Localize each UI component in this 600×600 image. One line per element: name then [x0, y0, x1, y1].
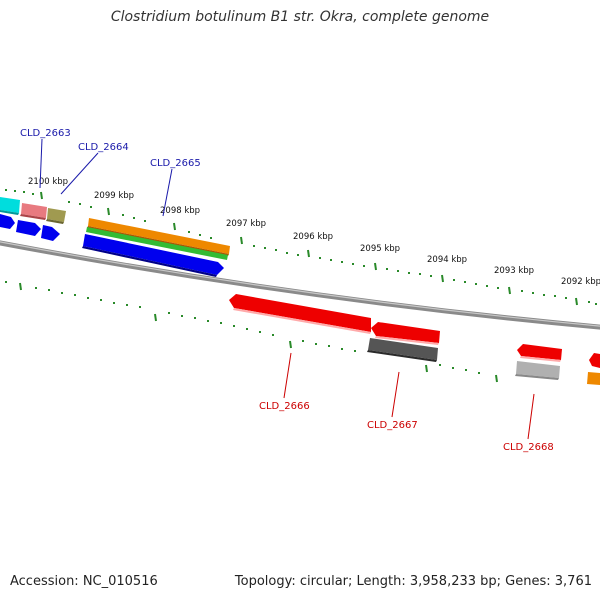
leader-line-cld-2664 [60, 152, 99, 195]
feature-red-long[interactable] [229, 294, 371, 332]
tick-label-2097: 2097 kbp [226, 219, 266, 229]
feature-blue-long[interactable] [83, 234, 224, 275]
feature-red-mid[interactable] [371, 322, 440, 343]
gene-label-cld-2667[interactable]: CLD_2667 [367, 420, 418, 431]
leader-line-cld-2668 [527, 393, 535, 440]
feature-red-edge[interactable] [589, 353, 600, 368]
gene-label-cld-2668[interactable]: CLD_2668 [503, 442, 554, 453]
feature-light-gray[interactable] [516, 361, 560, 378]
genome-summary: Topology: circular; Length: 3,958,233 bp… [234, 574, 592, 589]
leader-line-cld-2663 [39, 138, 43, 189]
forward-features [0, 197, 230, 277]
feature-orange-long[interactable] [88, 218, 230, 254]
feature-blue-small-2[interactable] [16, 220, 41, 236]
leader-line-cld-2665 [162, 168, 173, 217]
accession-info: Accession: NC_010516 [10, 574, 158, 589]
reverse-features [229, 294, 600, 385]
feature-blue-small-3[interactable] [41, 225, 60, 241]
feature-cyan[interactable] [0, 197, 20, 213]
tick-label-2095: 2095 kbp [360, 244, 400, 254]
feature-blue-small-1[interactable] [0, 214, 15, 229]
feature-red-small[interactable] [517, 344, 562, 360]
tick-label-2098: 2098 kbp [160, 206, 200, 216]
feature-orange-edge[interactable] [587, 372, 600, 385]
tick-label-2099: 2099 kbp [94, 191, 134, 201]
tick-label-2100: 2100 kbp [28, 177, 68, 187]
feature-dark-gray[interactable] [368, 338, 438, 360]
leader-line-cld-2667 [391, 371, 400, 418]
map-title: Clostridium botulinum B1 str. Okra, comp… [110, 9, 490, 25]
gene-label-cld-2665[interactable]: CLD_2665 [150, 158, 201, 169]
leader-line-cld-2666 [283, 352, 292, 399]
gene-label-cld-2663[interactable]: CLD_2663 [20, 128, 71, 139]
tick-label-2094: 2094 kbp [427, 255, 467, 265]
feature-khaki[interactable] [47, 208, 66, 222]
gene-label-cld-2666[interactable]: CLD_2666 [259, 401, 310, 412]
feature-green-long[interactable] [86, 227, 228, 260]
tick-label-2093: 2093 kbp [494, 266, 534, 276]
forward-tick-track [5, 189, 597, 306]
genome-backbone [0, 240, 600, 330]
tick-label-2096: 2096 kbp [293, 232, 333, 242]
reverse-tick-track [5, 281, 498, 383]
feature-pink[interactable] [21, 203, 47, 218]
tick-label-2092: 2092 kbp [561, 277, 600, 287]
gene-label-cld-2664[interactable]: CLD_2664 [78, 142, 129, 153]
